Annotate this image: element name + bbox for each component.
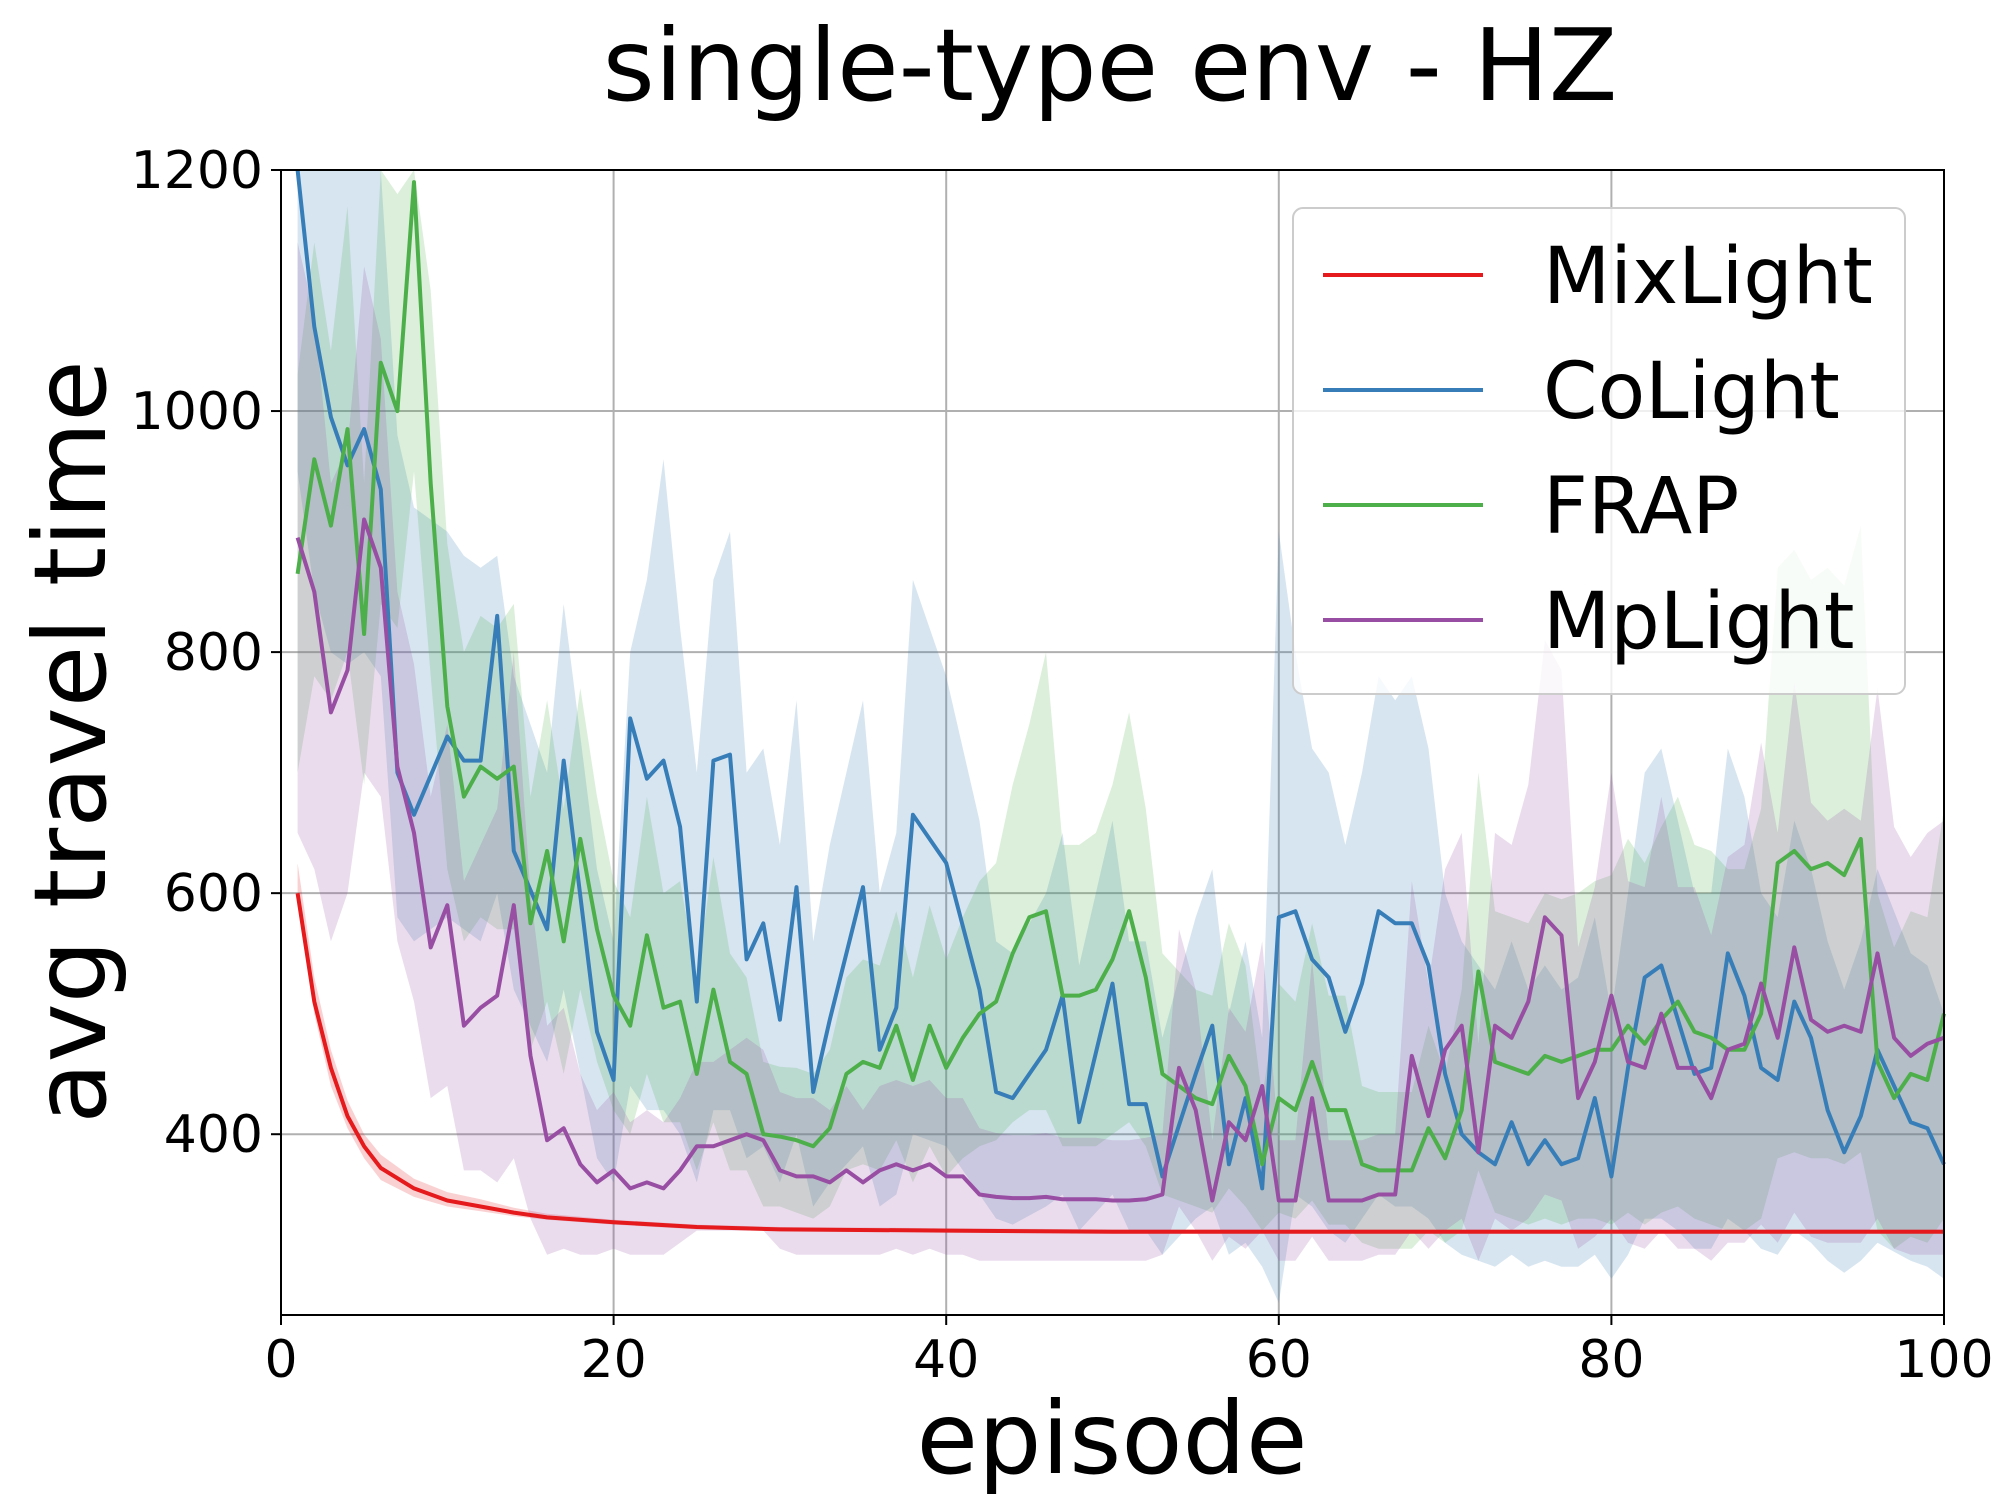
y-tick-label: 400 — [164, 1105, 263, 1165]
series-lines — [295, 169, 1946, 1234]
colight-line — [295, 169, 1946, 1191]
x-tick-label: 100 — [1894, 1330, 1993, 1390]
x-tick-label: 40 — [913, 1330, 979, 1390]
chart-title: single-type env - HZ — [603, 7, 1618, 124]
axis-ticks: 0 20 40 60 80 100 400 600 800 1000 1200 — [131, 141, 1994, 1390]
y-tick-label: 1200 — [131, 141, 263, 201]
x-tick-label: 20 — [581, 1330, 647, 1390]
plot-frame — [280, 169, 1945, 1316]
frap-legend-label: FRAP — [1543, 462, 1739, 552]
legend-box — [1292, 207, 1906, 695]
y-tick-label: 1000 — [131, 382, 263, 442]
mixlight-line — [295, 892, 1944, 1234]
legend: MixLight CoLight FRAP MpLight — [1292, 207, 1906, 695]
y-axis-label: avg travel time — [12, 360, 129, 1124]
y-tick-label: 800 — [164, 623, 263, 683]
mixlight-legend-label: MixLight — [1543, 232, 1873, 322]
y-tick-label: 600 — [164, 864, 263, 924]
mplight-line — [295, 517, 1945, 1203]
frap-line — [295, 180, 1946, 1173]
x-tick-label: 0 — [264, 1330, 297, 1390]
x-axis-label: episode — [916, 1380, 1307, 1497]
mplight-band — [297, 242, 1945, 1261]
mplight-legend-label: MpLight — [1543, 577, 1854, 667]
x-tick-label: 80 — [1578, 1330, 1644, 1390]
colight-legend-label: CoLight — [1543, 347, 1840, 437]
x-tick-label: 60 — [1246, 1330, 1312, 1390]
mixlight-band — [297, 863, 1945, 1233]
